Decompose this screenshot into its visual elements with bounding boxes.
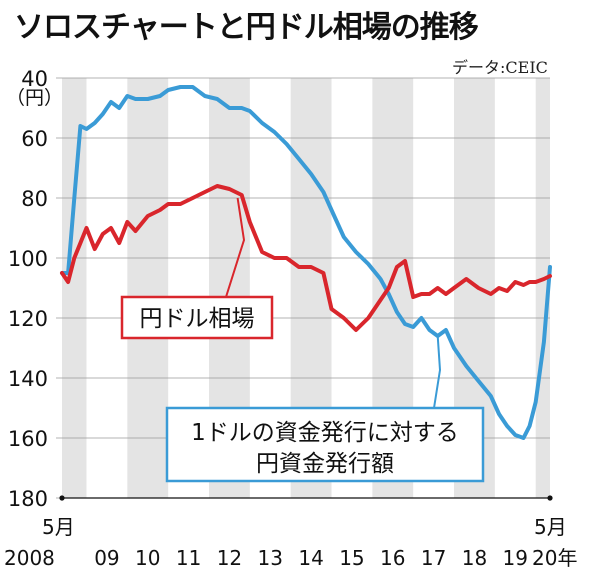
y-tick-label: 40	[21, 67, 48, 91]
y-tick-label: 140	[8, 367, 48, 391]
x-tick-label: 09	[94, 546, 119, 570]
soros-label-box	[165, 406, 485, 483]
x-tick-label: 13	[258, 546, 283, 570]
soros-label-line1: 1ドルの資金発行に対する	[191, 420, 459, 446]
x-tick-label: 16	[380, 546, 405, 570]
y-tick-label: 160	[8, 427, 48, 451]
year-band	[535, 78, 550, 498]
soros-label-line2: 円資金発行額	[256, 451, 394, 477]
year-band	[127, 78, 169, 498]
soros-leader	[433, 335, 442, 409]
x-tick-label: 12	[217, 546, 242, 570]
data-source: データ:CEIC	[452, 58, 548, 77]
year-band	[62, 78, 87, 498]
y-unit-label: （円）	[6, 87, 63, 109]
x-tick-label: 10	[135, 546, 160, 570]
soros-chart-line	[60, 85, 552, 440]
y-tick-label: 180	[8, 487, 48, 511]
y-tick-label: 80	[21, 187, 48, 211]
chart-title: ソロスチャートと円ドル相場の推移	[14, 10, 479, 45]
x-end-month: 5月	[534, 515, 567, 539]
x-start-year: 2008	[4, 546, 55, 570]
x-tick-label: 18	[462, 546, 487, 570]
x-end-year: 20年	[532, 546, 577, 570]
x-start-month: 5月	[42, 515, 75, 539]
usdjpy-label-box	[120, 295, 274, 340]
x-tick-label: 15	[339, 546, 364, 570]
x-tick-label: 11	[176, 546, 201, 570]
x-tick-label: 14	[298, 546, 323, 570]
usdjpy-label: 円ドル相場	[140, 306, 255, 332]
x-tick-label: 19	[503, 546, 528, 570]
y-tick-label: 100	[8, 247, 48, 271]
y-tick-label: 120	[8, 307, 48, 331]
usdjpy-line	[60, 184, 552, 332]
x-start-dot	[59, 495, 65, 501]
x-end-dot	[547, 495, 553, 501]
x-tick-label: 17	[421, 546, 446, 570]
y-tick-label: 60	[21, 127, 48, 151]
